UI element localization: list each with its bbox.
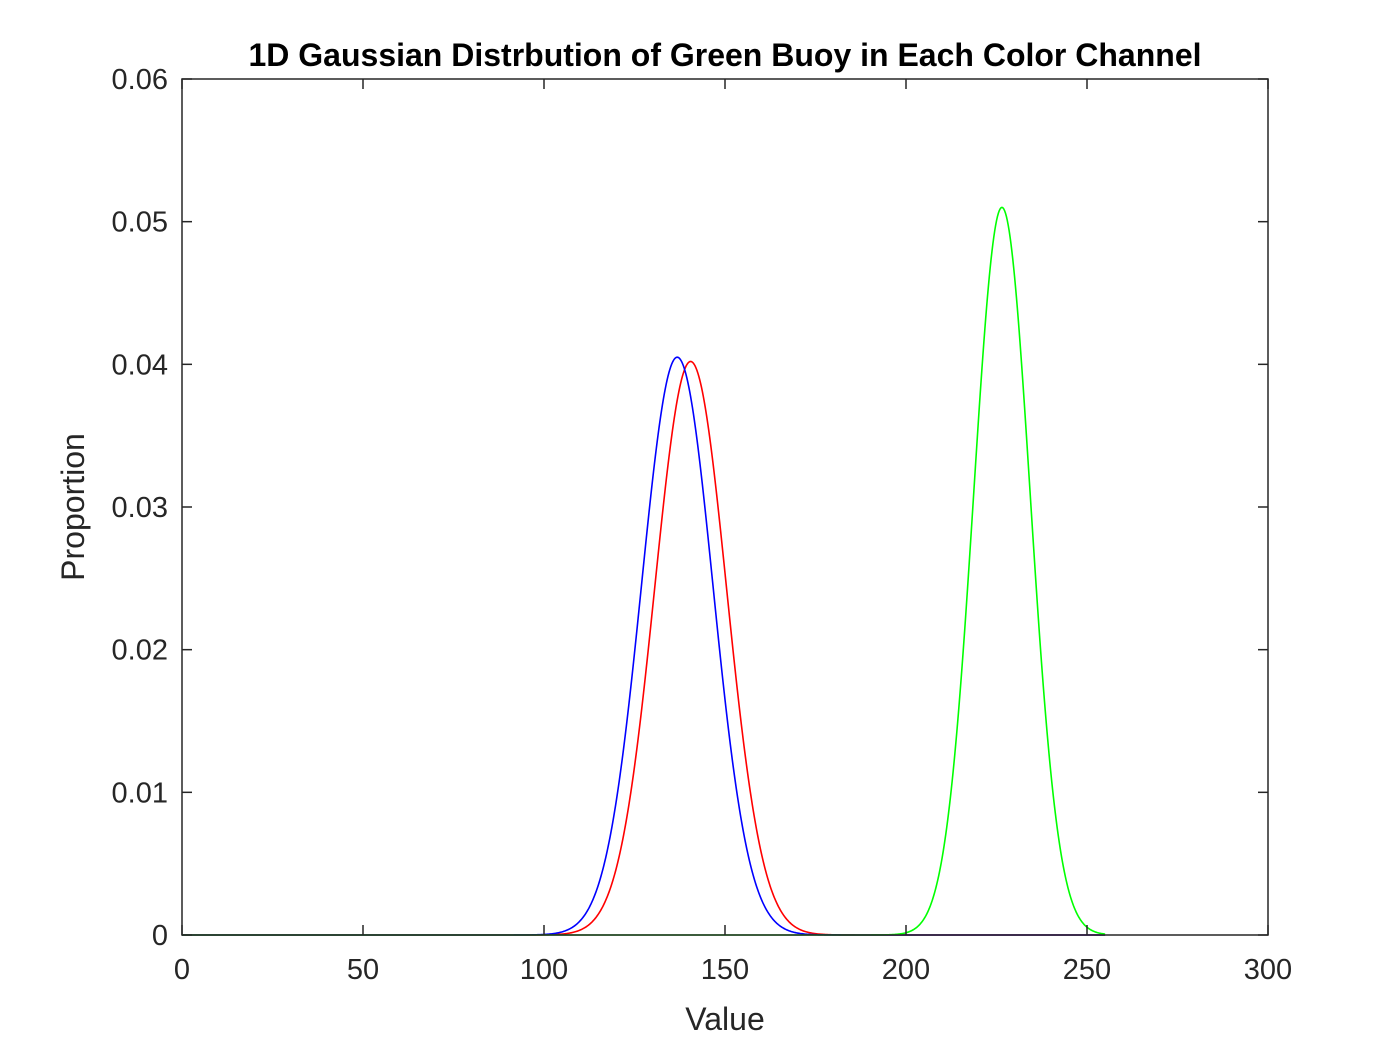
y-tick-label: 0.02 [112, 635, 168, 667]
x-tick-label: 250 [1063, 954, 1111, 986]
y-tick-label: 0.01 [112, 777, 168, 809]
x-tick-label: 100 [520, 954, 568, 986]
y-axis-label: Proportion [55, 433, 91, 581]
x-tick-label: 150 [701, 954, 749, 986]
y-tick-label: 0.05 [112, 207, 168, 239]
x-tick-label: 0 [174, 954, 190, 986]
y-tick-label: 0 [152, 920, 168, 952]
x-tick-label: 300 [1244, 954, 1292, 986]
axes-box [181, 78, 1269, 936]
y-tick-label: 0.06 [112, 64, 168, 96]
y-tick-label: 0.04 [112, 349, 168, 381]
x-tick-label: 50 [347, 954, 379, 986]
x-tick-label: 200 [882, 954, 930, 986]
tick-layer: 0 50 100 150 200 250 300 0 0.01 0.02 0.03 0.04 0.05 0… [112, 64, 1293, 986]
y-tick-label: 0.03 [112, 492, 168, 524]
plot-area [182, 79, 1268, 935]
x-axis-label: Value [685, 1001, 764, 1037]
chart-title: 1D Gaussian Distrbution of Green Buoy in… [248, 37, 1201, 73]
